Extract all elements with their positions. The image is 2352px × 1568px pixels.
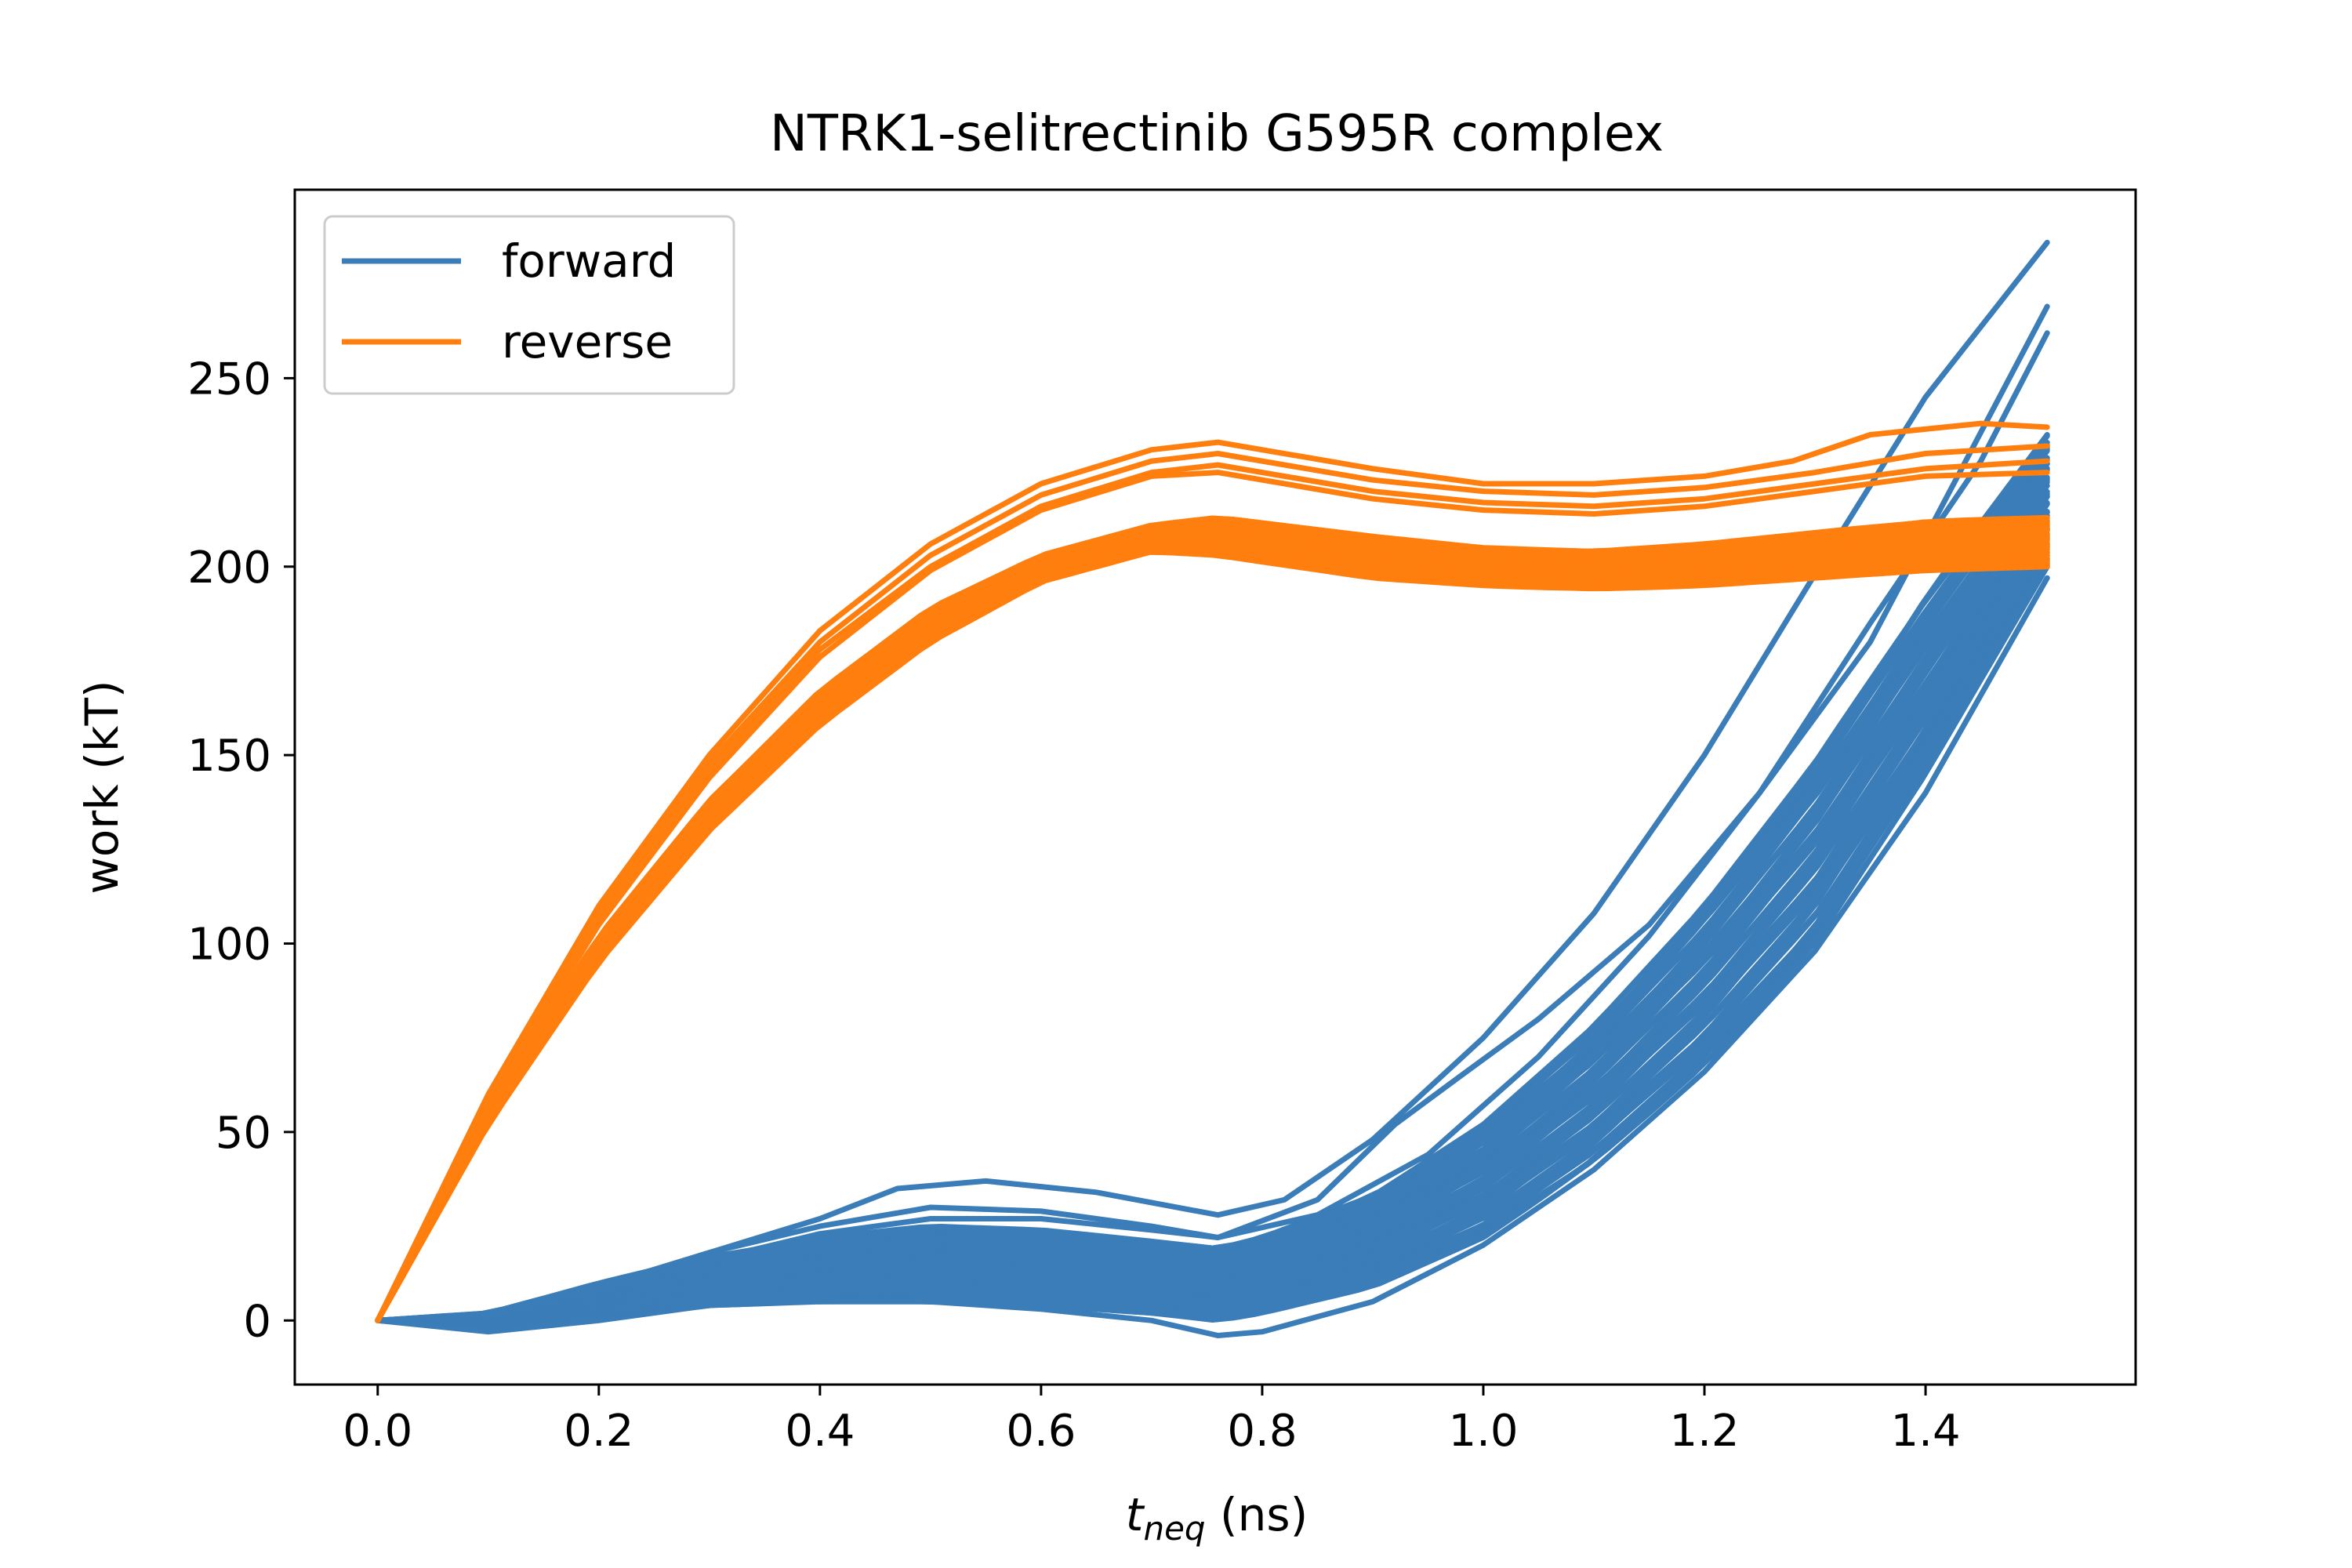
reverse-trace <box>375 443 2050 1323</box>
y-tick-label: 100 <box>187 920 271 971</box>
forward-series-lines <box>375 239 2050 1338</box>
reverse-series-lines <box>375 420 2050 1323</box>
x-axis: 0.0 0.2 0.4 0.6 0.8 1.0 1.2 1.4 <box>343 1385 1961 1457</box>
x-tick-label: 1.2 <box>1669 1406 1739 1457</box>
legend: forward reverse <box>323 215 735 395</box>
y-axis: 0 50 100 150 200 250 <box>187 354 295 1347</box>
y-tick-label: 0 <box>243 1296 271 1347</box>
x-tick-label: 0.6 <box>1006 1406 1076 1457</box>
reverse-trace <box>375 514 2050 1323</box>
x-tick-label: 0.2 <box>564 1406 633 1457</box>
x-axis-label-unit: (ns) <box>1206 1488 1308 1541</box>
reverse-trace <box>375 420 2050 1323</box>
x-axis-label-subscript: neq <box>1143 1509 1205 1548</box>
x-tick-label: 0.4 <box>785 1406 855 1457</box>
x-tick-label: 1.0 <box>1448 1406 1518 1457</box>
chart-title: NTRK1-selitrectinib G595R complex <box>770 105 1664 163</box>
y-tick-label: 250 <box>187 354 271 405</box>
forward-trace <box>375 330 2050 1323</box>
legend-reverse-label: reverse <box>502 315 673 368</box>
x-tick-label: 0.0 <box>343 1406 412 1457</box>
reverse-trace <box>375 470 2050 1323</box>
y-tick-label: 200 <box>187 543 271 593</box>
reverse-trace <box>375 458 2050 1323</box>
x-axis-label-main: t <box>1126 1488 1145 1541</box>
reverse-series-band <box>375 514 2050 1323</box>
forward-trace <box>375 575 2050 1338</box>
x-tick-label: 0.8 <box>1227 1406 1297 1457</box>
plot-area <box>375 239 2050 1338</box>
legend-forward-label: forward <box>502 234 676 288</box>
y-tick-label: 150 <box>187 731 271 782</box>
y-tick-label: 50 <box>216 1108 271 1159</box>
y-axis-label: work (kT) <box>75 680 129 894</box>
x-tick-label: 1.4 <box>1891 1406 1961 1457</box>
plot-frame <box>293 188 2137 1386</box>
x-axis-label: tneq (ns) <box>1126 1488 1308 1548</box>
